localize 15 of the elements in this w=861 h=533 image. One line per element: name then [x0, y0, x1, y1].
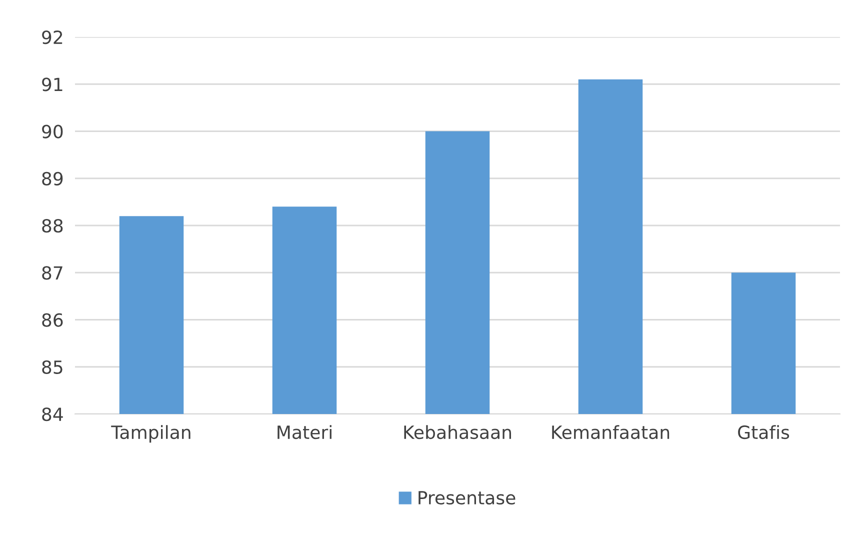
x-tick-label: Tampilan: [111, 425, 190, 443]
legend-label: Presentase: [418, 491, 516, 505]
y-tick-label: 87: [42, 266, 62, 280]
y-tick-label: 86: [42, 313, 63, 327]
y-tick-label: 85: [42, 360, 62, 374]
y-tick-label: 84: [42, 407, 63, 422]
x-tick-label: Kebahasaan: [404, 425, 511, 440]
y-tick-label: 91: [42, 78, 62, 92]
y-tick-label: 88: [42, 218, 63, 233]
y-tick-label: 89: [42, 172, 63, 186]
x-tick-label: Gtafis: [738, 425, 790, 440]
x-tick-label: Kemanfaatan: [552, 425, 670, 440]
y-tick-label: 92: [42, 30, 62, 44]
y-tick-label: 90: [42, 124, 63, 138]
x-tick-label: Materi: [278, 425, 332, 440]
